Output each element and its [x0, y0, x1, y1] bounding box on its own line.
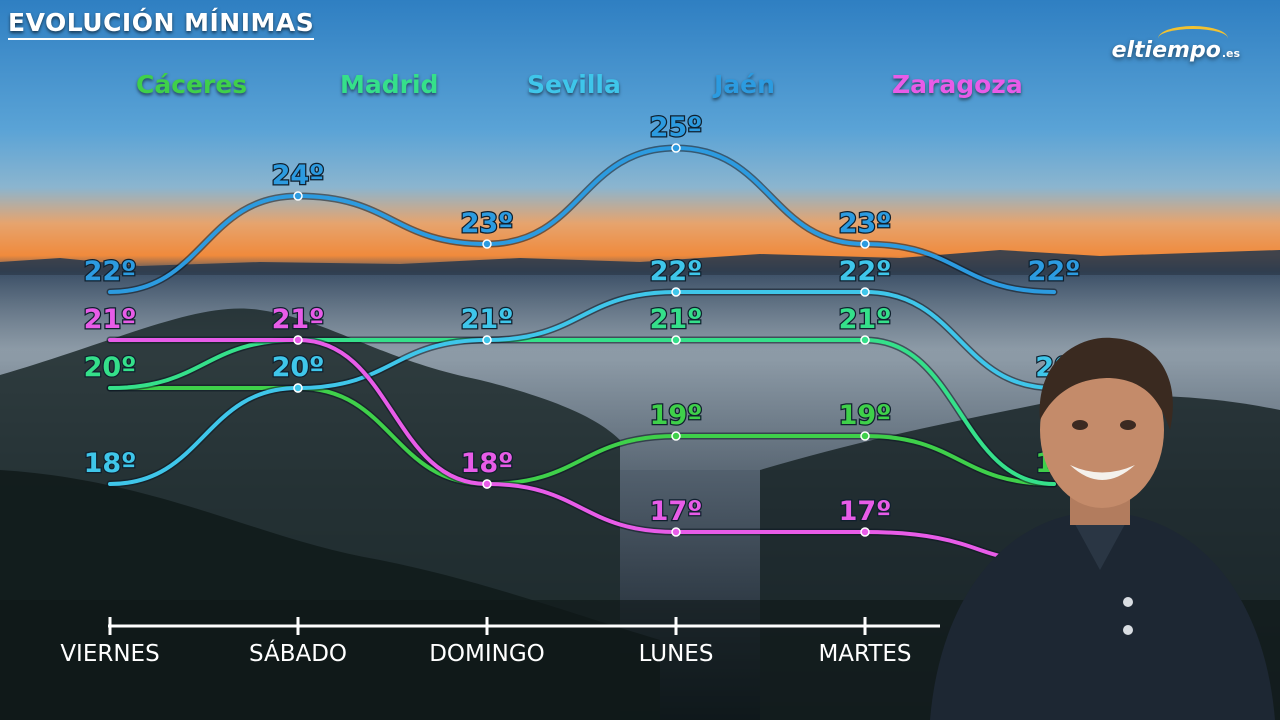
- x-tick-label-viernes: VIERNES: [60, 641, 159, 667]
- data-point-zaragoza: [860, 527, 870, 537]
- data-point-madrid: [860, 335, 870, 345]
- data-point-zaragoza: [293, 335, 303, 345]
- data-label-zaragoza: 18º: [461, 448, 514, 479]
- data-point-caceres: [860, 431, 870, 441]
- data-label-zaragoza: 21º: [272, 304, 325, 335]
- legend-zaragoza: Zaragoza: [892, 70, 1023, 99]
- data-label-sevilla: 21º: [461, 304, 514, 335]
- data-point-madrid: [671, 335, 681, 345]
- data-point-jaen: [482, 239, 492, 249]
- data-point-sevilla: [671, 287, 681, 297]
- data-point-zaragoza: [482, 479, 492, 489]
- x-tick-label-lunes: LUNES: [639, 641, 714, 667]
- legend-jaen: Jaén: [714, 70, 775, 99]
- data-label-sevilla: 18º: [84, 448, 137, 479]
- logo-sun-arc-icon: [1158, 26, 1228, 51]
- presenter-photo: [930, 337, 1275, 720]
- x-tick-label-domingo: DOMINGO: [429, 641, 545, 667]
- series-shadow-jaen: [106, 144, 1058, 296]
- data-label-sevilla: 22º: [650, 256, 703, 287]
- data-label-zaragoza: 17º: [839, 496, 892, 527]
- x-tick-label-martes: MARTES: [818, 641, 911, 667]
- legend-caceres: Cáceres: [136, 70, 248, 99]
- eltiempo-logo: eltiempo.es: [1111, 38, 1240, 63]
- data-label-zaragoza: 21º: [84, 304, 137, 335]
- data-point-sevilla: [482, 335, 492, 345]
- series-line-caceres: [108, 385, 1056, 487]
- data-label-madrid: 20º: [84, 352, 137, 383]
- data-point-jaen: [860, 239, 870, 249]
- series-line-sevilla: [108, 289, 1056, 486]
- data-point-sevilla: [293, 383, 303, 393]
- legend-madrid: Madrid: [340, 70, 439, 99]
- data-label-madrid: 21º: [839, 304, 892, 335]
- data-label-sevilla: 22º: [839, 256, 892, 287]
- data-point-zaragoza: [671, 527, 681, 537]
- page-title: EVOLUCIÓN MÍNIMAS: [8, 8, 315, 40]
- x-tick-label-sabado: SÁBADO: [249, 639, 347, 667]
- data-label-madrid: 21º: [650, 304, 703, 335]
- data-point-sevilla: [860, 287, 870, 297]
- data-label-jaen: 23º: [839, 208, 892, 239]
- data-label-caceres: 19º: [839, 400, 892, 431]
- data-label-caceres: 19º: [650, 400, 703, 431]
- data-label-jaen: 25º: [650, 112, 703, 143]
- data-label-jaen: 22º: [1028, 256, 1081, 287]
- data-label-zaragoza: 17º: [650, 496, 703, 527]
- data-point-caceres: [671, 431, 681, 441]
- data-point-jaen: [293, 191, 303, 201]
- series-shadow-caceres: [106, 384, 1058, 488]
- data-point-jaen: [671, 143, 681, 153]
- data-label-sevilla: 20º: [272, 352, 325, 383]
- data-label-jaen: 24º: [272, 160, 325, 191]
- data-label-jaen: 22º: [84, 256, 137, 287]
- data-label-jaen: 23º: [461, 208, 514, 239]
- series-line-jaen: [108, 145, 1056, 294]
- legend-sevilla: Sevilla: [527, 70, 621, 99]
